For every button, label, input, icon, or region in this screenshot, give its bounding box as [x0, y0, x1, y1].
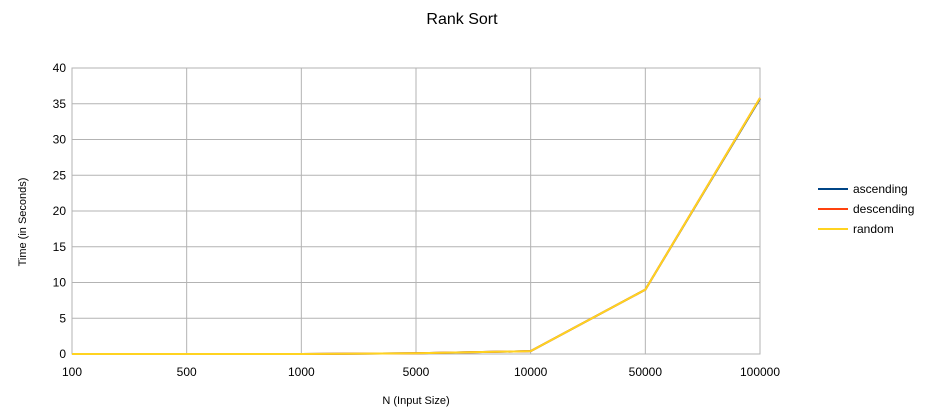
y-tick-label: 5: [59, 311, 66, 325]
y-tick-label: 30: [53, 133, 67, 147]
legend-label-random: random: [853, 222, 894, 236]
legend: ascending descending random: [818, 182, 914, 236]
chart-title: Rank Sort: [426, 11, 498, 28]
x-tick-label: 100000: [740, 365, 780, 379]
y-tick-label: 25: [53, 168, 67, 182]
y-tick-labels: 0 5 10 15 20 25 30 35 40: [53, 61, 67, 361]
grid: [71, 67, 761, 355]
x-tick-labels: 100 500 1000 5000 10000 50000 100000: [62, 365, 780, 379]
x-tick-label: 10000: [514, 365, 548, 379]
x-tick-label: 100: [62, 365, 82, 379]
x-tick-label: 5000: [403, 365, 430, 379]
y-tick-label: 10: [53, 276, 67, 290]
y-axis-label: Time (in Seconds): [17, 178, 29, 267]
y-tick-label: 20: [53, 204, 67, 218]
y-tick-label: 40: [53, 61, 67, 75]
legend-label-descending: descending: [853, 202, 914, 216]
x-tick-label: 500: [177, 365, 197, 379]
y-tick-label: 0: [59, 347, 66, 361]
legend-label-ascending: ascending: [853, 182, 908, 196]
y-tick-label: 35: [53, 97, 67, 111]
x-axis-label: N (Input Size): [382, 395, 449, 407]
x-tick-label: 1000: [288, 365, 315, 379]
x-tick-label: 50000: [629, 365, 663, 379]
series-lines: [72, 97, 761, 355]
y-tick-label: 15: [53, 240, 67, 254]
series-line-random: [72, 97, 761, 355]
